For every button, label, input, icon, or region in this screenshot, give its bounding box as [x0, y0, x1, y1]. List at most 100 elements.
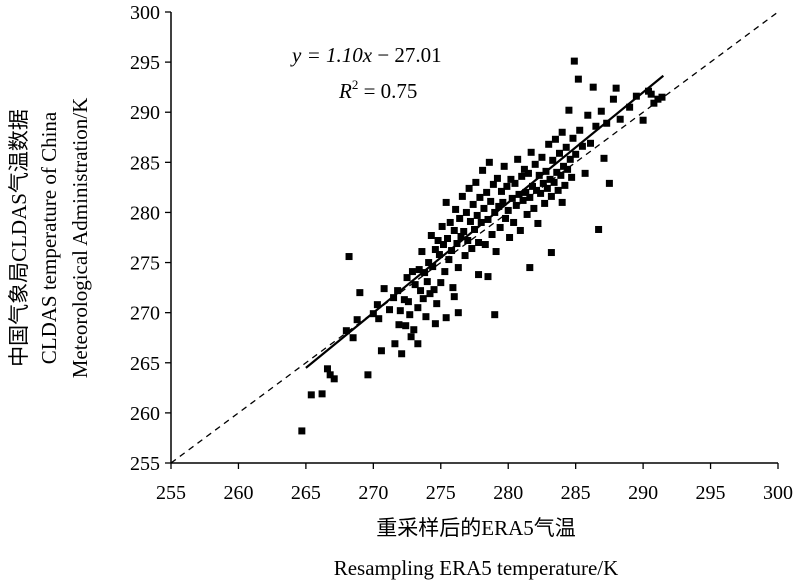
data-point [543, 184, 551, 192]
data-point [520, 165, 528, 173]
data-point [452, 205, 460, 213]
data-point [549, 156, 557, 164]
data-point [508, 194, 516, 202]
data-point [485, 158, 493, 166]
data-point [492, 248, 500, 256]
data-point [472, 178, 480, 186]
data-point [512, 201, 520, 209]
data-point [535, 171, 543, 179]
data-point [442, 198, 450, 206]
data-point [408, 268, 416, 276]
data-point [345, 253, 353, 261]
data-point [539, 179, 547, 187]
data-point [468, 245, 476, 253]
data-point [453, 240, 461, 248]
data-point [415, 266, 423, 274]
data-point [356, 289, 364, 297]
data-point [410, 326, 418, 334]
data-point [349, 334, 357, 342]
equation-prefix: y = 1.10 [290, 43, 363, 67]
data-point [529, 182, 537, 190]
data-point [499, 198, 507, 206]
data-point [433, 300, 441, 308]
data-point [510, 218, 518, 226]
data-point [558, 128, 566, 136]
data-point [465, 184, 473, 192]
data-point [553, 168, 561, 176]
data-point [437, 279, 445, 287]
data-point [564, 165, 572, 173]
data-point [557, 171, 565, 179]
data-point [639, 116, 647, 124]
data-point [441, 268, 449, 276]
data-point [423, 278, 431, 286]
r-squared-symbol: R [338, 79, 352, 103]
data-point [603, 119, 611, 127]
data-point [406, 311, 414, 319]
equation-label: y = 1.10x − 27.01 [290, 43, 442, 67]
data-point [514, 155, 522, 163]
x-tick-label: 275 [426, 482, 456, 504]
data-point [469, 200, 477, 208]
data-point [547, 249, 555, 257]
data-point [487, 197, 495, 205]
x-tick-label: 295 [696, 482, 726, 504]
data-point [516, 226, 524, 234]
data-point [450, 226, 458, 234]
data-point [402, 322, 410, 330]
data-point [460, 227, 468, 235]
data-point [438, 222, 446, 230]
data-point [442, 314, 450, 322]
data-point [429, 263, 437, 271]
data-point [569, 134, 577, 142]
data-point [519, 196, 527, 204]
data-point [466, 217, 474, 225]
y-tick-label: 285 [130, 152, 160, 174]
data-point [483, 188, 491, 196]
data-point [538, 153, 546, 161]
data-point [534, 219, 542, 227]
data-point [597, 107, 605, 115]
data-point [612, 84, 620, 92]
data-point [504, 206, 512, 214]
y-tick-label: 270 [130, 303, 160, 325]
y-tick-label: 260 [130, 403, 160, 425]
data-point [444, 235, 452, 243]
data-point [554, 186, 562, 194]
data-point [475, 239, 483, 247]
data-point [396, 307, 404, 315]
x-tick-label: 290 [628, 482, 658, 504]
data-point [404, 298, 412, 306]
data-point [464, 237, 472, 245]
data-point [414, 304, 422, 312]
data-point [375, 315, 383, 323]
data-point [431, 320, 439, 328]
data-point [605, 179, 613, 187]
data-point [473, 211, 481, 219]
data-point [541, 199, 549, 207]
y-tick-label: 280 [130, 202, 160, 224]
data-point [377, 347, 385, 355]
data-point [558, 198, 566, 206]
data-point [551, 135, 559, 143]
data-point [546, 175, 554, 183]
data-point [533, 186, 541, 194]
y-axis-title-en-line1: CLDAS temperature of China [37, 111, 61, 364]
data-point [572, 150, 580, 158]
data-point [595, 225, 603, 233]
data-point [609, 95, 617, 103]
data-point [411, 281, 419, 289]
data-point [373, 301, 381, 309]
data-point [479, 166, 487, 174]
data-point [565, 106, 573, 114]
tick-labels: 255 260 265 270 275 280 285 290 295 300 255 260 265 2… [130, 2, 793, 504]
data-point [547, 192, 555, 200]
data-point [462, 208, 470, 216]
equation-variable: x [362, 43, 373, 67]
data-point [515, 190, 523, 198]
data-point [450, 293, 458, 301]
y-axis-title-en-line2: Meteorological Administration/K [68, 98, 92, 379]
data-point [542, 167, 550, 175]
